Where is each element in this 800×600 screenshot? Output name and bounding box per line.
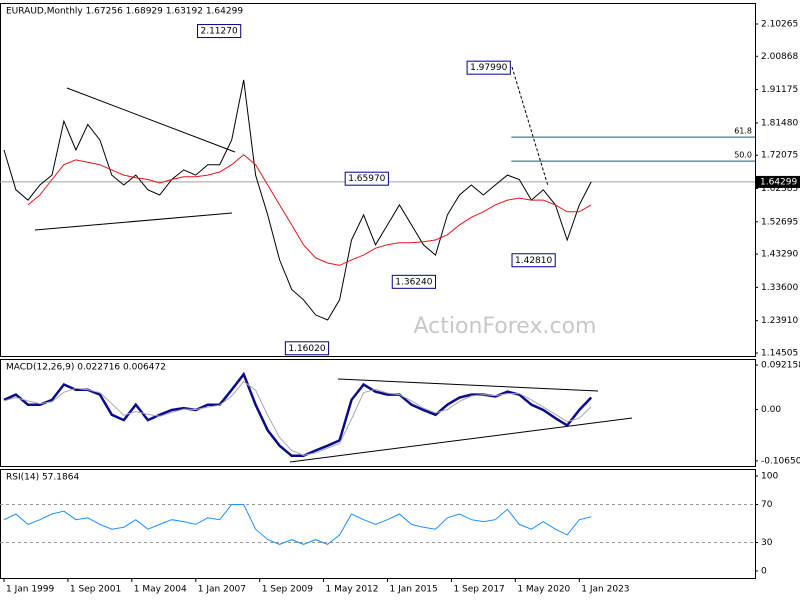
y-tick-label: 2.10265	[761, 20, 798, 30]
annotation-box	[466, 60, 511, 75]
panel-title: MACD(12,26,9) 0.022716 0.006472	[6, 363, 166, 373]
y-tick-label: 0.00	[761, 405, 781, 415]
y-tick-label: 70	[761, 500, 773, 510]
watermark: ActionForex.com	[414, 314, 597, 339]
trendlines	[34, 66, 633, 463]
annotation-label: 1.36240	[395, 277, 432, 287]
annotation-label: 2.11270	[200, 27, 237, 37]
y-tick-label: 1.72075	[761, 151, 798, 161]
annotation-box	[511, 253, 556, 268]
y-tick-label: 1.14505	[761, 348, 798, 358]
annotation-label: 1.42810	[515, 256, 552, 266]
y-tick-label: 1.52695	[761, 217, 798, 227]
x-tick-label: 1 May 2012	[326, 585, 379, 595]
panel-title: RSI(14) 57.1864	[6, 473, 79, 483]
annotation-box	[196, 24, 242, 39]
series-line	[3, 380, 592, 456]
y-tick-label: 1.43290	[761, 250, 798, 260]
panel-frame	[0, 469, 756, 579]
annotation-box	[284, 341, 330, 356]
x-tick-label: 1 May 2020	[517, 585, 570, 595]
y-tick-label: 1.33600	[761, 283, 798, 293]
x-tick-label: 1 Sep 2009	[262, 585, 314, 595]
x-tick-label: 1 Jan 2015	[390, 585, 438, 595]
x-tick-label: 1 Jan 2023	[581, 585, 629, 595]
y-tick-label: 1.23910	[761, 316, 798, 326]
annotation-label: 1.97990	[470, 63, 507, 73]
fib-label: 61.8	[734, 127, 752, 136]
x-tick-label: 1 Jan 2007	[198, 585, 246, 595]
current-price-label: 1.64299	[760, 177, 797, 187]
annotation-label: 1.16020	[288, 344, 325, 354]
y-tick-label: 0	[761, 566, 767, 576]
series-line	[3, 79, 592, 321]
annotation-label: 1.65970	[348, 174, 385, 184]
y-tick-label: 1.91175	[761, 85, 798, 95]
trendline	[337, 378, 599, 392]
y-tick-label: 2.00868	[761, 52, 798, 62]
panel-frame	[0, 3, 756, 357]
panel-frame	[0, 359, 756, 467]
y-tick-label: 0.092158	[761, 361, 800, 371]
annotation-box	[344, 171, 389, 186]
current-price-box	[756, 175, 800, 188]
x-tick-label: 1 Jan 1999	[6, 585, 54, 595]
trendline	[66, 87, 236, 153]
trendline	[511, 66, 549, 187]
panel-title: EURAUD,Monthly 1.67256 1.68929 1.63192 1…	[6, 7, 243, 17]
trendline	[34, 212, 233, 231]
annotation-box	[391, 274, 436, 289]
y-tick-label: 100	[761, 472, 778, 482]
x-tick-label: 1 May 2004	[134, 585, 187, 595]
x-tick-label: 1 Sep 2017	[453, 585, 504, 595]
series-line	[27, 154, 592, 266]
fib-label: 50.0	[734, 151, 752, 160]
y-tick-label: 1.81480	[761, 118, 798, 128]
y-tick-label: 1.62385	[761, 184, 798, 194]
series-line	[3, 371, 593, 458]
y-tick-label: -0.106503	[761, 456, 800, 466]
y-tick-label: 30	[761, 538, 773, 548]
trendline	[289, 417, 633, 463]
series-line	[3, 504, 592, 545]
x-tick-label: 1 Sep 2001	[70, 585, 121, 595]
